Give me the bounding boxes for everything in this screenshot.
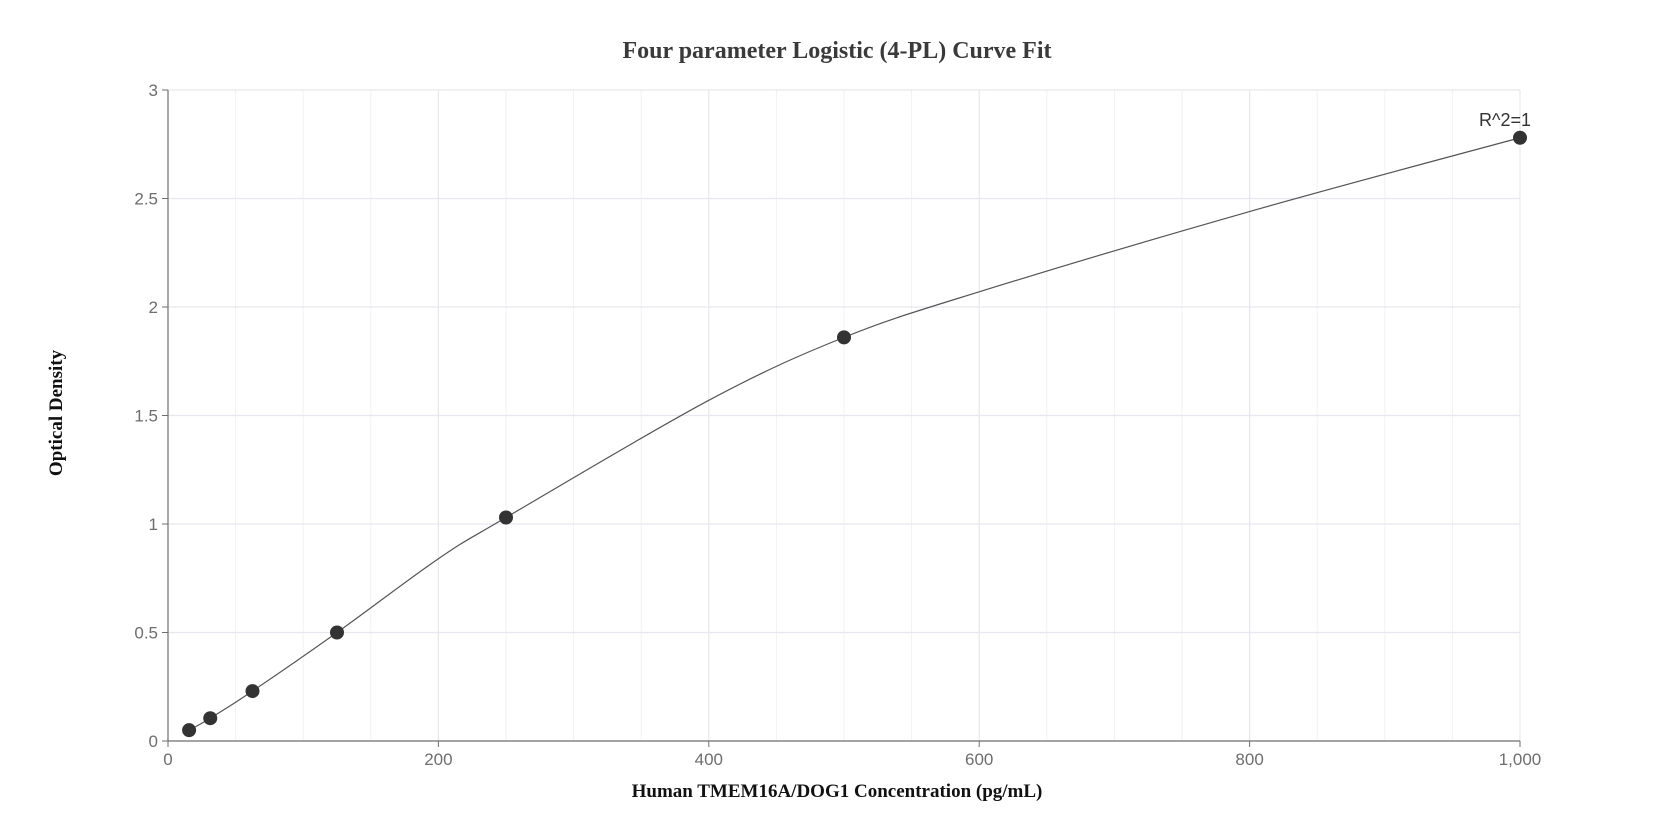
r-squared-annotation: R^2=1 <box>1479 110 1531 130</box>
y-tick-label: 0 <box>149 732 158 751</box>
data-point <box>837 330 851 345</box>
grid <box>168 89 1521 741</box>
y-tick-label: 1 <box>149 515 158 534</box>
x-tick-label: 0 <box>163 750 172 769</box>
x-ticks: 0 200 400 600 800 1,000 <box>163 741 1541 769</box>
data-points <box>182 130 1527 738</box>
data-point <box>182 723 197 738</box>
x-tick-label: 600 <box>965 750 993 769</box>
chart-title: Four parameter Logistic (4-PL) Curve Fit <box>622 38 1051 64</box>
x-tick-label: 200 <box>424 750 452 769</box>
x-axis-title: Human TMEM16A/DOG1 Concentration (pg/mL) <box>632 781 1043 802</box>
y-axis-title: Optical Density <box>46 349 67 476</box>
data-point <box>203 711 218 726</box>
x-tick-label: 800 <box>1235 750 1263 769</box>
x-tick-label: 400 <box>695 750 723 769</box>
fit-curve <box>188 137 1521 731</box>
y-tick-label: 0.5 <box>134 624 158 643</box>
x-tick-label: 1,000 <box>1499 750 1542 769</box>
data-point <box>1513 130 1527 145</box>
y-tick-label: 1.5 <box>134 407 158 426</box>
data-point <box>330 625 344 640</box>
y-ticks: 0 0.5 1 1.5 2 2.5 3 <box>134 81 168 751</box>
y-tick-label: 3 <box>149 81 158 100</box>
y-tick-label: 2.5 <box>134 190 158 209</box>
data-point <box>499 510 513 525</box>
data-point <box>245 684 260 699</box>
y-tick-label: 2 <box>149 298 158 317</box>
